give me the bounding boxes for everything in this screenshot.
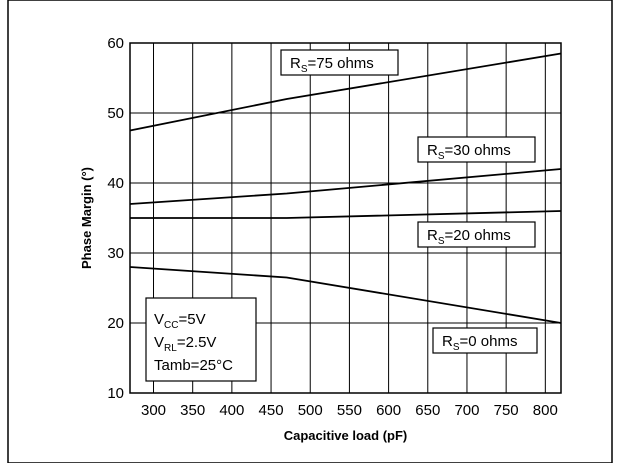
x-tick-label: 400 (219, 402, 244, 419)
x-tick-label: 550 (337, 402, 362, 419)
series-line-1 (129, 168, 562, 205)
series-label-text: RS=75 ohms (290, 55, 374, 75)
condition-text: Tamb=25°C (154, 357, 233, 374)
x-axis-title: Capacitive load (pF) (284, 428, 408, 443)
x-tick-label: 600 (376, 402, 401, 419)
series-label-text: RS=0 ohms (442, 333, 517, 353)
series-label-text: RS=30 ohms (427, 142, 511, 162)
x-tick-label: 450 (259, 402, 284, 419)
y-tick-label: 60 (107, 35, 124, 52)
x-tick-label: 650 (415, 402, 440, 419)
tick-labels: 300 350 400 450 500 550 600 650 700 750 800 10 20 30 4… (107, 35, 558, 419)
condition-text: VCC=5V (154, 311, 206, 331)
series-label-box (432, 327, 538, 354)
series-labels: RS=75 ohms RS=30 ohms RS=20 ohms RS=0 ohms (280, 49, 538, 354)
series-label-2: RS=20 ohms (417, 221, 536, 248)
y-tick-label: 30 (107, 245, 124, 262)
y-tick-label: 20 (107, 315, 124, 332)
series-label-0: RS=75 ohms (280, 49, 399, 76)
condition-text: VRL=2.5V (154, 334, 216, 354)
x-tick-label: 500 (298, 402, 323, 419)
y-tick-label: 50 (107, 105, 124, 122)
series-line-2 (130, 210, 562, 219)
y-axis-title: Phase Margin (°) (79, 167, 94, 269)
x-tick-label: 800 (533, 402, 558, 419)
series-label-box (280, 49, 399, 76)
series-label-1: RS=30 ohms (417, 136, 536, 163)
x-tick-label: 350 (180, 402, 205, 419)
series-line-0 (129, 52, 562, 132)
series-label-box (417, 136, 536, 163)
conditions-box: VCC=5V VRL=2.5V Tamb=25°C (145, 297, 257, 382)
series-label-box (417, 221, 536, 248)
x-tick-label: 750 (494, 402, 519, 419)
series-line-3 (129, 266, 562, 324)
series-label-text: RS=20 ohms (427, 227, 511, 247)
conditions-box-frame (145, 297, 257, 382)
y-tick-label: 40 (107, 175, 124, 192)
y-tick-label: 10 (107, 385, 124, 402)
series-label-3: RS=0 ohms (432, 327, 538, 354)
series-lines (129, 52, 562, 324)
plot-area (129, 42, 562, 394)
x-tick-label: 300 (141, 402, 166, 419)
figure-border (7, 0, 613, 463)
x-tick-label: 700 (454, 402, 479, 419)
